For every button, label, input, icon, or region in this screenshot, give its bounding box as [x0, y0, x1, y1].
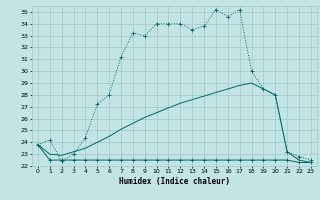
X-axis label: Humidex (Indice chaleur): Humidex (Indice chaleur): [119, 177, 230, 186]
